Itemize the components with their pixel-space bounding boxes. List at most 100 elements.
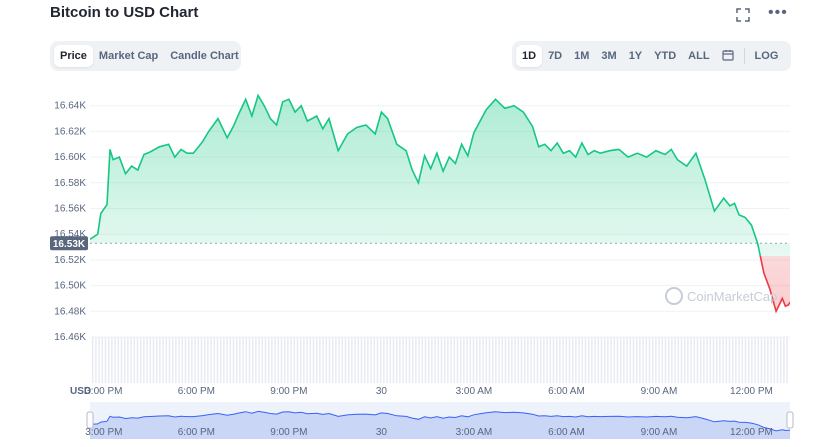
navigator[interactable]: 3:00 PM 6:00 PM 9:00 PM 30 3:00 AM 6:00 AM 9:0… [85, 402, 794, 439]
volume-bar [687, 337, 689, 383]
volume-bar [296, 337, 299, 383]
volume-bar [127, 337, 129, 383]
volume-bar [229, 337, 231, 383]
volume-bar [636, 337, 638, 383]
calendar-icon-glyph [721, 49, 734, 61]
log-scale-toggle[interactable]: LOG [754, 50, 779, 62]
volume-bar [604, 337, 606, 383]
volume-bar [501, 337, 503, 383]
volume-bar [479, 337, 481, 383]
volume-bar [488, 337, 491, 383]
volume-bar [408, 337, 411, 383]
volume-bar [136, 337, 139, 383]
volume-bar [508, 337, 510, 383]
x-tick-label: 12:00 PM [730, 386, 773, 397]
volume-bar [652, 337, 654, 383]
volume-bar [613, 337, 615, 383]
tab-candle-chart[interactable]: Candle Chart [170, 50, 239, 62]
volume-bar [773, 337, 775, 383]
volume-bar [543, 337, 545, 383]
chart-title: Bitcoin to USD Chart [50, 4, 199, 21]
navigator-tick-label: 30 [376, 427, 388, 438]
navigator-tick-label: 3:00 AM [456, 427, 493, 438]
volume-bar [239, 337, 241, 383]
navigator-tick-label: 6:00 PM [178, 427, 215, 438]
volume-bar [434, 337, 436, 383]
volume-bar [418, 337, 420, 383]
volume-bar [399, 337, 401, 383]
volume-bar [389, 337, 391, 383]
volume-bar [117, 337, 119, 383]
navigator-line [89, 410, 791, 432]
volume-bar [396, 337, 398, 383]
volume-bar [709, 337, 711, 383]
range-3m[interactable]: 3M [601, 50, 617, 62]
volume-bar [351, 337, 353, 383]
volume-bar [725, 337, 727, 383]
volume-bar [684, 337, 686, 383]
volume-bar [632, 337, 635, 383]
volume-bar [517, 337, 519, 383]
volume-bar [437, 337, 439, 383]
volume-bar [594, 337, 596, 383]
range-ytd[interactable]: YTD [654, 50, 677, 62]
navigator-right-handle[interactable] [786, 411, 794, 429]
price-area-up [90, 95, 790, 256]
volume-bar [130, 337, 132, 383]
volume-bar [207, 337, 209, 383]
volume-bar [421, 337, 423, 383]
volume-bar [444, 337, 446, 383]
volume-bar [143, 337, 145, 383]
tab-market-cap[interactable]: Market Cap [98, 50, 159, 62]
volume-bar [738, 337, 740, 383]
range-1m[interactable]: 1M [574, 50, 590, 62]
volume-bar [168, 337, 171, 383]
x-tick-label: 3:00 PM [85, 386, 122, 397]
volume-bar [645, 337, 647, 383]
y-tick-label: 16.50K [54, 281, 86, 292]
volume-bar [706, 337, 708, 383]
volume-bar [92, 337, 94, 383]
y-tick-label: 16.48K [54, 306, 86, 317]
volume-bar [114, 337, 116, 383]
volume-bar [584, 337, 587, 383]
tab-price[interactable]: Price [54, 45, 93, 67]
volume-bar [149, 337, 151, 383]
current-price-badge [50, 236, 88, 251]
volume-bar [258, 337, 260, 383]
volume-bar [757, 337, 759, 383]
volume-bar [264, 337, 267, 383]
volume-bar [671, 337, 673, 383]
range-all[interactable]: ALL [688, 50, 710, 62]
volume-bar [415, 337, 417, 383]
volume-bar [514, 337, 516, 383]
volume-bar [562, 337, 564, 383]
volume-bar [312, 337, 315, 383]
volume-bar [492, 337, 494, 383]
volume-bar [741, 337, 743, 383]
volume-bar [626, 337, 628, 383]
volume-bar [588, 337, 590, 383]
volume-bar [623, 337, 625, 383]
y-tick-label: 16.46K [54, 332, 86, 343]
range-1y[interactable]: 1Y [628, 50, 643, 62]
range-1d[interactable]: 1D [516, 45, 543, 67]
volume-bar [546, 337, 548, 383]
volume-bar [748, 337, 750, 383]
volume-bar [98, 337, 100, 383]
volume-bar [175, 337, 177, 383]
range-7d[interactable]: 7D [548, 50, 563, 62]
volume-bar [261, 337, 263, 383]
volume-bar [271, 337, 273, 383]
volume-bar [780, 337, 782, 383]
navigator-tick-label: 9:00 PM [270, 427, 307, 438]
volume-bar [629, 337, 631, 383]
fullscreen-icon[interactable] [736, 8, 750, 25]
volume-bar [124, 337, 126, 383]
volume-bar [696, 337, 699, 383]
volume-bar [392, 337, 395, 383]
more-horizontal-icon[interactable]: ••• [768, 4, 788, 21]
navigator-left-handle[interactable] [86, 411, 94, 429]
calendar-icon[interactable] [716, 49, 740, 64]
volume-bar [540, 337, 542, 383]
